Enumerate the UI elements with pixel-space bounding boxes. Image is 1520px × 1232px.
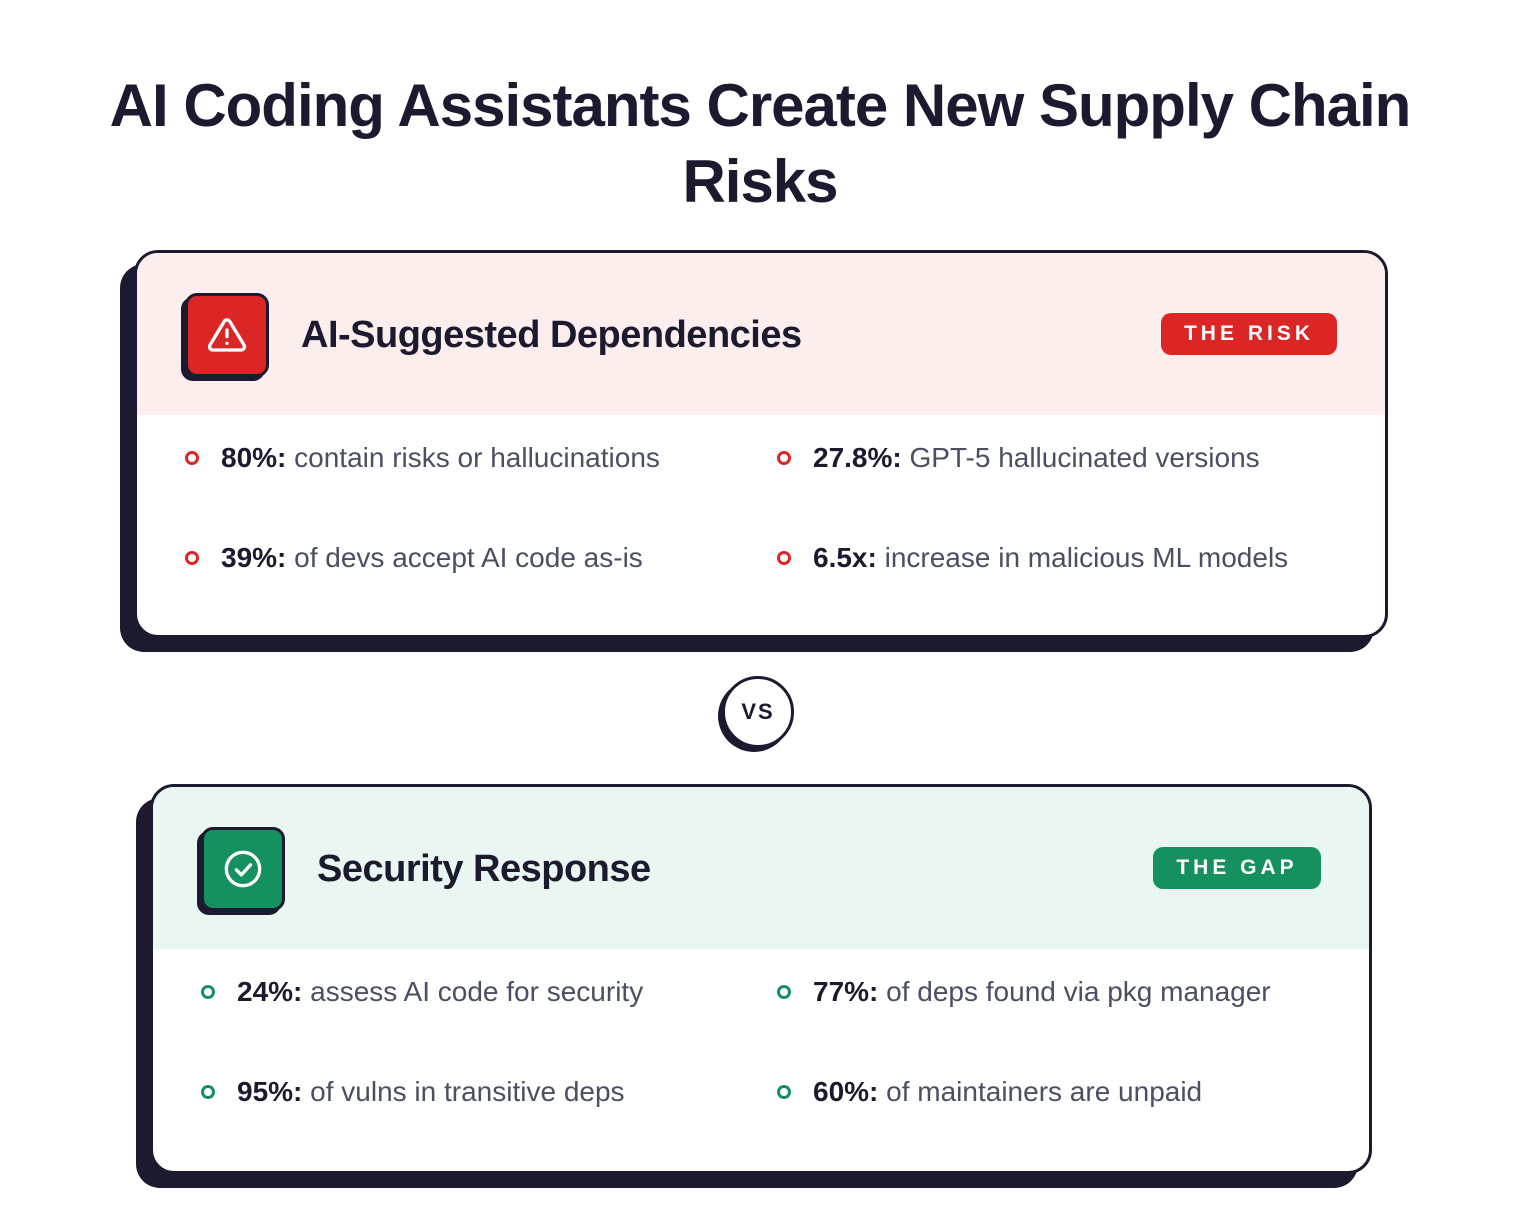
stat-text: of deps found via pkg manager	[878, 976, 1271, 1007]
stat-value: 77%:	[813, 976, 879, 1007]
stat-text: assess AI code for security	[302, 976, 644, 1007]
stat-text: of maintainers are unpaid	[878, 1076, 1203, 1107]
gap-stats: 24%: assess AI code for security 77%: of…	[153, 949, 1369, 1171]
stat-text: of devs accept AI code as-is	[286, 542, 643, 573]
warning-icon-box	[185, 293, 269, 377]
stat-value: 80%:	[221, 442, 287, 473]
stat-value: 24%:	[237, 976, 303, 1007]
risk-card: AI-Suggested Dependencies THE RISK 80%: …	[134, 250, 1388, 638]
stat-text: of vulns in transitive deps	[302, 1076, 625, 1107]
bullet-dot-icon	[201, 985, 215, 999]
gap-card-title: Security Response	[317, 848, 651, 890]
check-icon-box	[201, 827, 285, 911]
vs-badge: VS	[722, 676, 794, 748]
stat-value: 95%:	[237, 1076, 303, 1107]
warning-triangle-icon	[207, 318, 247, 352]
bullet-dot-icon	[777, 551, 791, 565]
gap-card-header: Security Response THE GAP	[153, 787, 1369, 949]
risk-card-header: AI-Suggested Dependencies THE RISK	[137, 253, 1385, 415]
stat-text: contain risks or hallucinations	[286, 442, 660, 473]
page-title: AI Coding Assistants Create New Supply C…	[109, 72, 1412, 215]
risk-stats: 80%: contain risks or hallucinations 27.…	[137, 415, 1385, 635]
bullet-dot-icon	[185, 451, 199, 465]
gap-card: Security Response THE GAP 24%: assess AI…	[150, 784, 1372, 1174]
stat-value: 27.8%:	[813, 442, 902, 473]
risk-badge: THE RISK	[1161, 313, 1337, 355]
stat-text: GPT-5 hallucinated versions	[901, 442, 1260, 473]
stat-text: increase in malicious ML models	[876, 542, 1289, 573]
stat-value: 6.5x:	[813, 542, 877, 573]
gap-badge: THE GAP	[1153, 847, 1321, 889]
stat-value: 60%:	[813, 1076, 879, 1107]
bullet-dot-icon	[201, 1085, 215, 1099]
risk-card-title: AI-Suggested Dependencies	[301, 314, 802, 356]
bullet-dot-icon	[185, 551, 199, 565]
bullet-dot-icon	[777, 451, 791, 465]
check-circle-icon	[224, 850, 262, 888]
stat-value: 39%:	[221, 542, 287, 573]
bullet-dot-icon	[777, 985, 791, 999]
bullet-dot-icon	[777, 1085, 791, 1099]
